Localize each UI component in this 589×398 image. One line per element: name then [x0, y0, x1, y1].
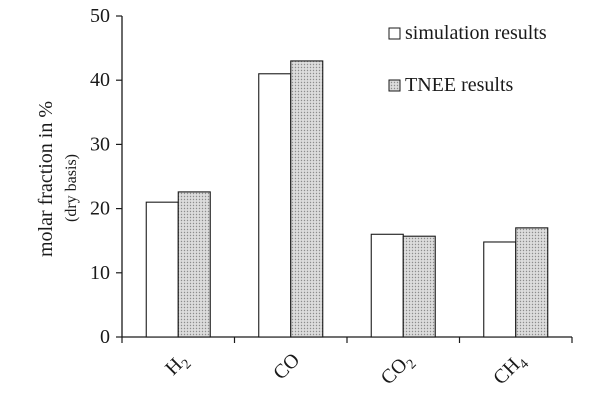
- y-ticks: 0 10 20 30 40 50: [90, 5, 122, 348]
- legend-swatch-simulation: [388, 27, 401, 40]
- legend-swatch-tnee: [388, 79, 401, 92]
- x-tick-labels: H2 CO CO2 CH4: [161, 349, 532, 392]
- bar-tnee-h2: [177, 191, 211, 338]
- bar-simulation-ch4: [483, 241, 517, 338]
- bar-simulation-co: [258, 73, 292, 338]
- bar-simulation-co2: [370, 233, 404, 338]
- y-tick-label: 10: [90, 262, 110, 284]
- y-tick-label: 20: [90, 198, 110, 220]
- bar-tnee-co: [290, 60, 324, 338]
- bar-tnee-ch4: [515, 227, 549, 338]
- bar-simulation-h2: [145, 201, 179, 338]
- y-tick-label: 40: [90, 69, 110, 91]
- x-ticks: [121, 337, 573, 343]
- x-tick-label: CO2: [377, 349, 420, 392]
- bars: [145, 60, 549, 338]
- y-tick-label: 30: [90, 133, 110, 155]
- y-tick-label: 50: [90, 5, 110, 27]
- legend: simulation results TNEE results: [388, 22, 547, 96]
- bar-tnee-co2: [402, 235, 436, 338]
- legend-label-tnee: TNEE results: [405, 74, 514, 96]
- y-axis-title: molar fraction in %: [35, 101, 57, 257]
- x-tick-label: CO: [269, 349, 304, 384]
- legend-label-simulation: simulation results: [405, 22, 547, 44]
- x-tick-label: H2: [161, 349, 195, 383]
- y-axis-subtitle: (dry basis): [63, 154, 80, 222]
- y-tick-label: 0: [100, 326, 110, 348]
- x-tick-label: CH4: [489, 349, 532, 392]
